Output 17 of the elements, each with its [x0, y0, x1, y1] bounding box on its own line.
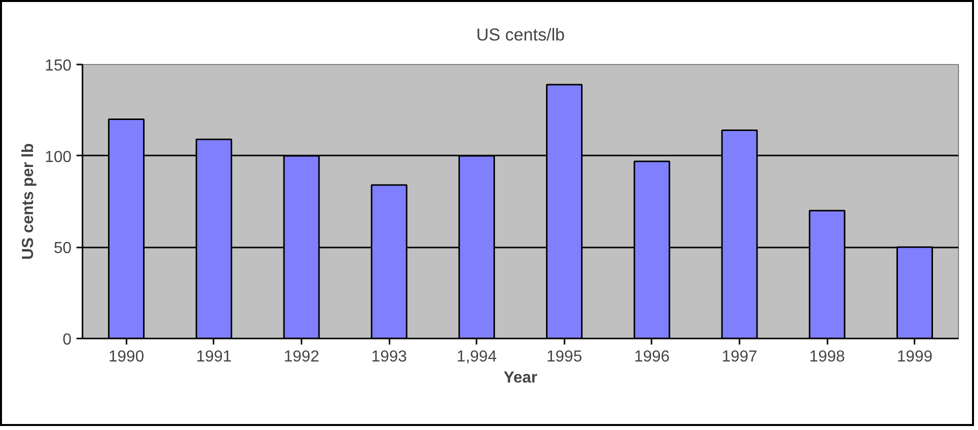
y-tick-label: 150 [44, 58, 72, 74]
x-tick-label: 1993 [371, 348, 407, 366]
x-tick-label: 1996 [634, 348, 670, 366]
y-tick-label: 0 [62, 332, 72, 348]
y-axis-title: US cents per lb [20, 143, 37, 260]
x-tick-label: 1990 [108, 348, 144, 366]
y-tick-label: 50 [54, 240, 72, 258]
x-tick-label: 1991 [196, 348, 232, 366]
x-tick-label: 1,994 [456, 348, 497, 366]
x-tick-label: 1992 [284, 348, 320, 366]
chart-title: US cents/lb [476, 24, 565, 44]
x-tick-label: 1999 [896, 348, 933, 366]
x-tick-label: 1997 [722, 348, 758, 366]
x-axis-title: Year [504, 370, 538, 386]
x-tick-label: 1998 [809, 348, 845, 366]
y-tick-label: 100 [44, 148, 72, 166]
x-tick-label: 1995 [546, 348, 582, 366]
